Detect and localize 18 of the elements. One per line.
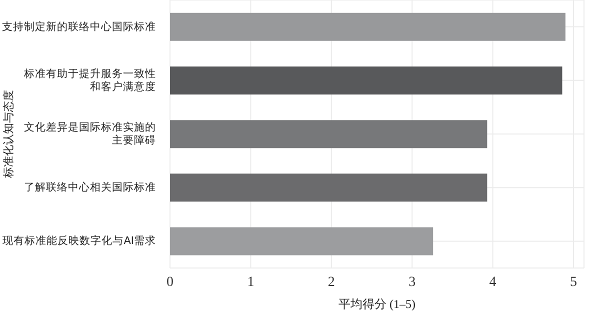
- bar: [170, 227, 434, 256]
- bar: [170, 174, 488, 202]
- x-tick-label: 3: [408, 274, 416, 290]
- bar: [170, 66, 562, 94]
- x-tick-label: 2: [328, 274, 335, 290]
- x-tick-label: 0: [166, 274, 174, 290]
- bar: [170, 12, 566, 41]
- x-tick-label: 1: [247, 274, 254, 290]
- y-tick-label: 了解联络中心相关国际标准: [24, 180, 156, 194]
- y-tick-label: 支持制定新的联络中心国际标准: [2, 20, 156, 33]
- bar: [170, 120, 488, 148]
- y-axis-title: 标准化认知与态度: [2, 90, 15, 179]
- y-tick-label: 标准有助于提升服务一致性和客户满意度: [23, 66, 156, 93]
- x-tick-label: 4: [489, 274, 496, 290]
- x-axis-title: 平均得分 (1–5): [338, 297, 416, 311]
- x-tick-label: 5: [570, 274, 578, 290]
- y-tick-label: 文化差异是国际标准实施的主要障碍: [24, 120, 156, 146]
- y-tick-label: 现有标准能反映数字化与AI需求: [2, 234, 156, 248]
